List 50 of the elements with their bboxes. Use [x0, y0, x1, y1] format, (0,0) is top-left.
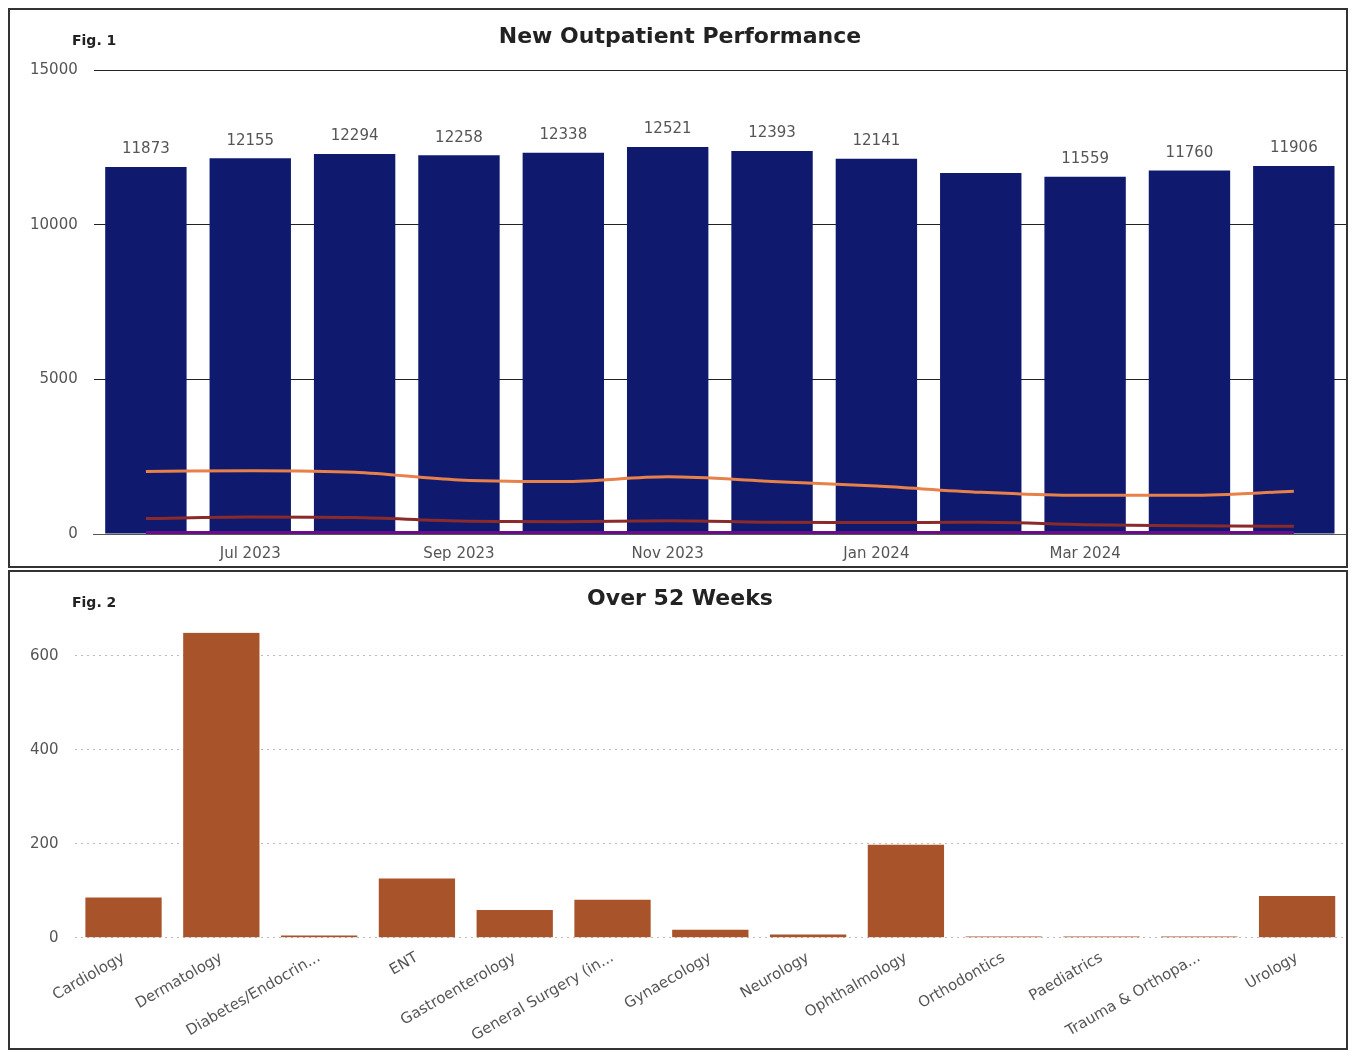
data-label: 12258: [435, 127, 483, 146]
data-label: 12141: [852, 131, 901, 150]
chart-title: New Outpatient Performance: [498, 22, 862, 48]
bar: [940, 173, 1022, 534]
bar: [418, 155, 500, 534]
bar: [209, 158, 291, 534]
y-tick-label: 600: [29, 645, 59, 664]
bar: [1253, 166, 1335, 534]
bar: [835, 158, 918, 534]
caption: Fig. 1: [72, 31, 117, 48]
bar: [672, 929, 749, 938]
y-tick-label: 200: [29, 833, 59, 852]
data-label: 12521: [643, 119, 692, 138]
bar: [731, 150, 813, 534]
bar: [626, 147, 709, 534]
bar: [313, 154, 396, 534]
bar: [105, 167, 187, 534]
data-label: 12338: [539, 125, 588, 144]
bar: [183, 632, 260, 938]
bar: [522, 152, 605, 534]
y-tick-label: 0: [68, 523, 78, 542]
bar: [1258, 895, 1336, 938]
bar: [1044, 176, 1126, 534]
caption: Fig. 2: [72, 593, 117, 610]
chart-title: Over 52 Weeks: [587, 584, 773, 610]
data-label: 12155: [226, 130, 275, 149]
bar: [378, 878, 456, 938]
y-tick-label: 0: [49, 927, 59, 946]
bar: [85, 897, 162, 938]
bar: [574, 899, 651, 938]
bar: [1148, 170, 1231, 534]
y-tick-label: 5000: [39, 369, 78, 388]
y-tick-label: 400: [29, 739, 59, 758]
y-tick-label: 15000: [30, 60, 78, 79]
bar: [867, 844, 945, 938]
x-tick-label: Jan 2024: [842, 543, 910, 562]
data-label: 12393: [748, 123, 796, 142]
x-tick-label: Jul 2023: [218, 543, 281, 562]
bar: [476, 910, 553, 938]
line-series: [144, 469, 1296, 497]
data-label: 11906: [1269, 138, 1318, 157]
line-series: [144, 515, 1296, 528]
data-label: 11760: [1165, 142, 1214, 161]
data-label: 12294: [330, 126, 379, 145]
x-tick-label: Sep 2023: [423, 543, 495, 562]
data-label: 11559: [1061, 149, 1109, 168]
x-tick-label: Mar 2024: [1049, 543, 1121, 562]
y-tick-label: 10000: [30, 214, 78, 233]
x-tick-label: Nov 2023: [631, 543, 704, 562]
data-label: 11873: [122, 139, 170, 158]
